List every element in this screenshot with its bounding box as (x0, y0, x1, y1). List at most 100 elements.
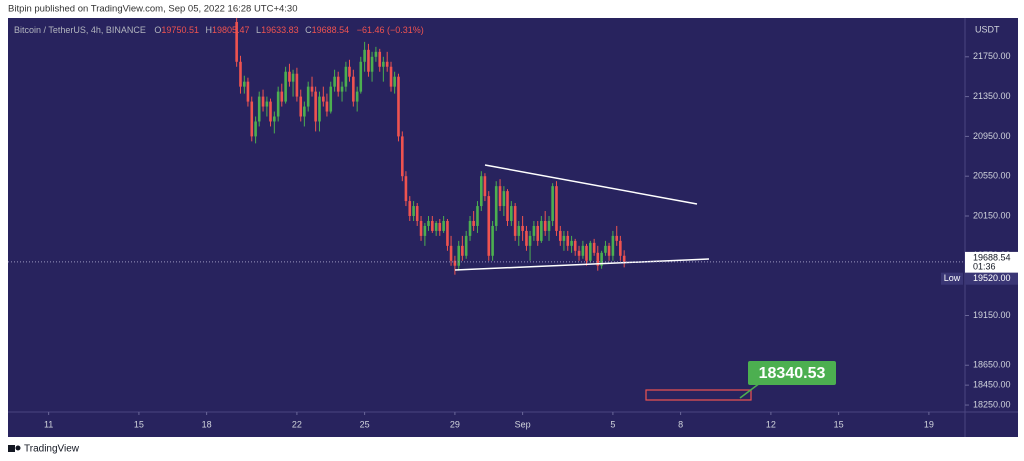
candle-body (280, 91, 284, 102)
candle-body (585, 245, 588, 261)
candle-body (622, 255, 626, 262)
candle-body (449, 245, 453, 261)
candle-body (600, 252, 603, 266)
candle-body (284, 71, 287, 102)
candle-body (382, 61, 385, 67)
x-tick-label: 5 (610, 419, 615, 429)
candle-body (355, 91, 359, 102)
candle-body (291, 73, 295, 82)
candle-body (340, 86, 344, 92)
candle-body (419, 220, 423, 236)
candle-body (438, 222, 442, 231)
candle-body (559, 230, 562, 241)
candle-body (551, 186, 554, 221)
plot (235, 18, 626, 275)
candle-body (483, 176, 487, 197)
candle-body (461, 245, 464, 256)
candle-body (408, 201, 412, 216)
footer: TradingView (24, 444, 80, 455)
y-tick-label: 19150.00 (973, 310, 1011, 320)
candle-body (517, 225, 521, 236)
candle-body (480, 176, 483, 207)
trendline-upper (484, 164, 698, 205)
candle-body (510, 206, 513, 221)
legend-value: 19688.54 (312, 25, 350, 35)
last-price-tag (965, 251, 1018, 273)
candle-body (306, 86, 310, 107)
target-label: 18340.53 (759, 365, 826, 382)
legend-title: Bitcoin / TetherUS, 4h, BINANCE (14, 25, 146, 35)
target-box (748, 361, 836, 385)
candle-body (378, 51, 382, 67)
candle-body (412, 206, 415, 216)
candle-body (261, 96, 265, 107)
candle-body (344, 66, 348, 87)
candle-body (239, 61, 242, 87)
candle-body (325, 101, 329, 112)
candle-body (604, 245, 607, 253)
candle-body (254, 121, 257, 137)
candle-body (318, 96, 321, 122)
legend: Bitcoin / TetherUS, 4h, BINANCE O19750.5… (14, 25, 424, 35)
candle-body (427, 220, 430, 226)
candle-body (415, 206, 419, 221)
legend-key: L (256, 25, 261, 35)
candle-body (589, 242, 592, 261)
candle-body (385, 61, 389, 67)
candle-body (246, 81, 250, 102)
y-tick-label: 18650.00 (973, 360, 1011, 370)
x-tick-label: 29 (450, 419, 460, 429)
legend-key: H (205, 25, 212, 35)
candle-body (423, 225, 427, 236)
candle-body (506, 191, 509, 221)
candle-body (562, 235, 566, 241)
candle-body (336, 76, 340, 92)
low-tag (965, 272, 1018, 285)
candle-body (596, 252, 600, 266)
x-tick-label: 19 (924, 419, 934, 429)
y-tick-label: 18450.00 (973, 380, 1011, 390)
chart-background (8, 18, 1018, 437)
y-tick-label: 20950.00 (973, 131, 1011, 141)
candle-body (592, 242, 596, 253)
candle-body (370, 56, 374, 72)
candle-body (607, 245, 611, 256)
x-tick-label: 15 (834, 419, 844, 429)
candle-body (235, 21, 238, 62)
candle-body (581, 245, 585, 256)
legend-key: O (154, 25, 161, 35)
candle-body (329, 86, 333, 112)
header: Bitpin published on TradingView.com, Sep… (8, 4, 298, 15)
y-tick-label: 18250.00 (973, 399, 1011, 409)
candle-body (269, 101, 272, 122)
candle-body (619, 240, 622, 256)
candle-body (363, 49, 366, 62)
legend-value: 19750.51 (161, 25, 199, 35)
candle-body (273, 116, 276, 122)
x-tick-label: 22 (292, 419, 302, 429)
countdown: 01:36 (973, 261, 996, 271)
candle-body (389, 66, 393, 87)
candle-body (577, 250, 581, 256)
x-tick-label: 8 (678, 419, 683, 429)
candle-body (502, 191, 506, 207)
candle-body (525, 230, 528, 246)
y-tick-label: 21350.00 (973, 91, 1011, 101)
currency: USDT (975, 24, 1000, 34)
candle-body (472, 220, 475, 226)
candle-body (250, 101, 254, 137)
candle-body (611, 235, 615, 256)
candle-body (532, 225, 536, 236)
candle-body (401, 136, 404, 177)
candle-body (446, 220, 449, 246)
y-tick-label: 20150.00 (973, 210, 1011, 220)
target-arrow (739, 382, 761, 399)
x-tick-label: 12 (766, 419, 776, 429)
footer-logo (8, 445, 21, 452)
candle-body (540, 220, 543, 241)
candle-body (498, 186, 502, 207)
candle-body (464, 235, 468, 256)
candle-body (536, 225, 540, 241)
